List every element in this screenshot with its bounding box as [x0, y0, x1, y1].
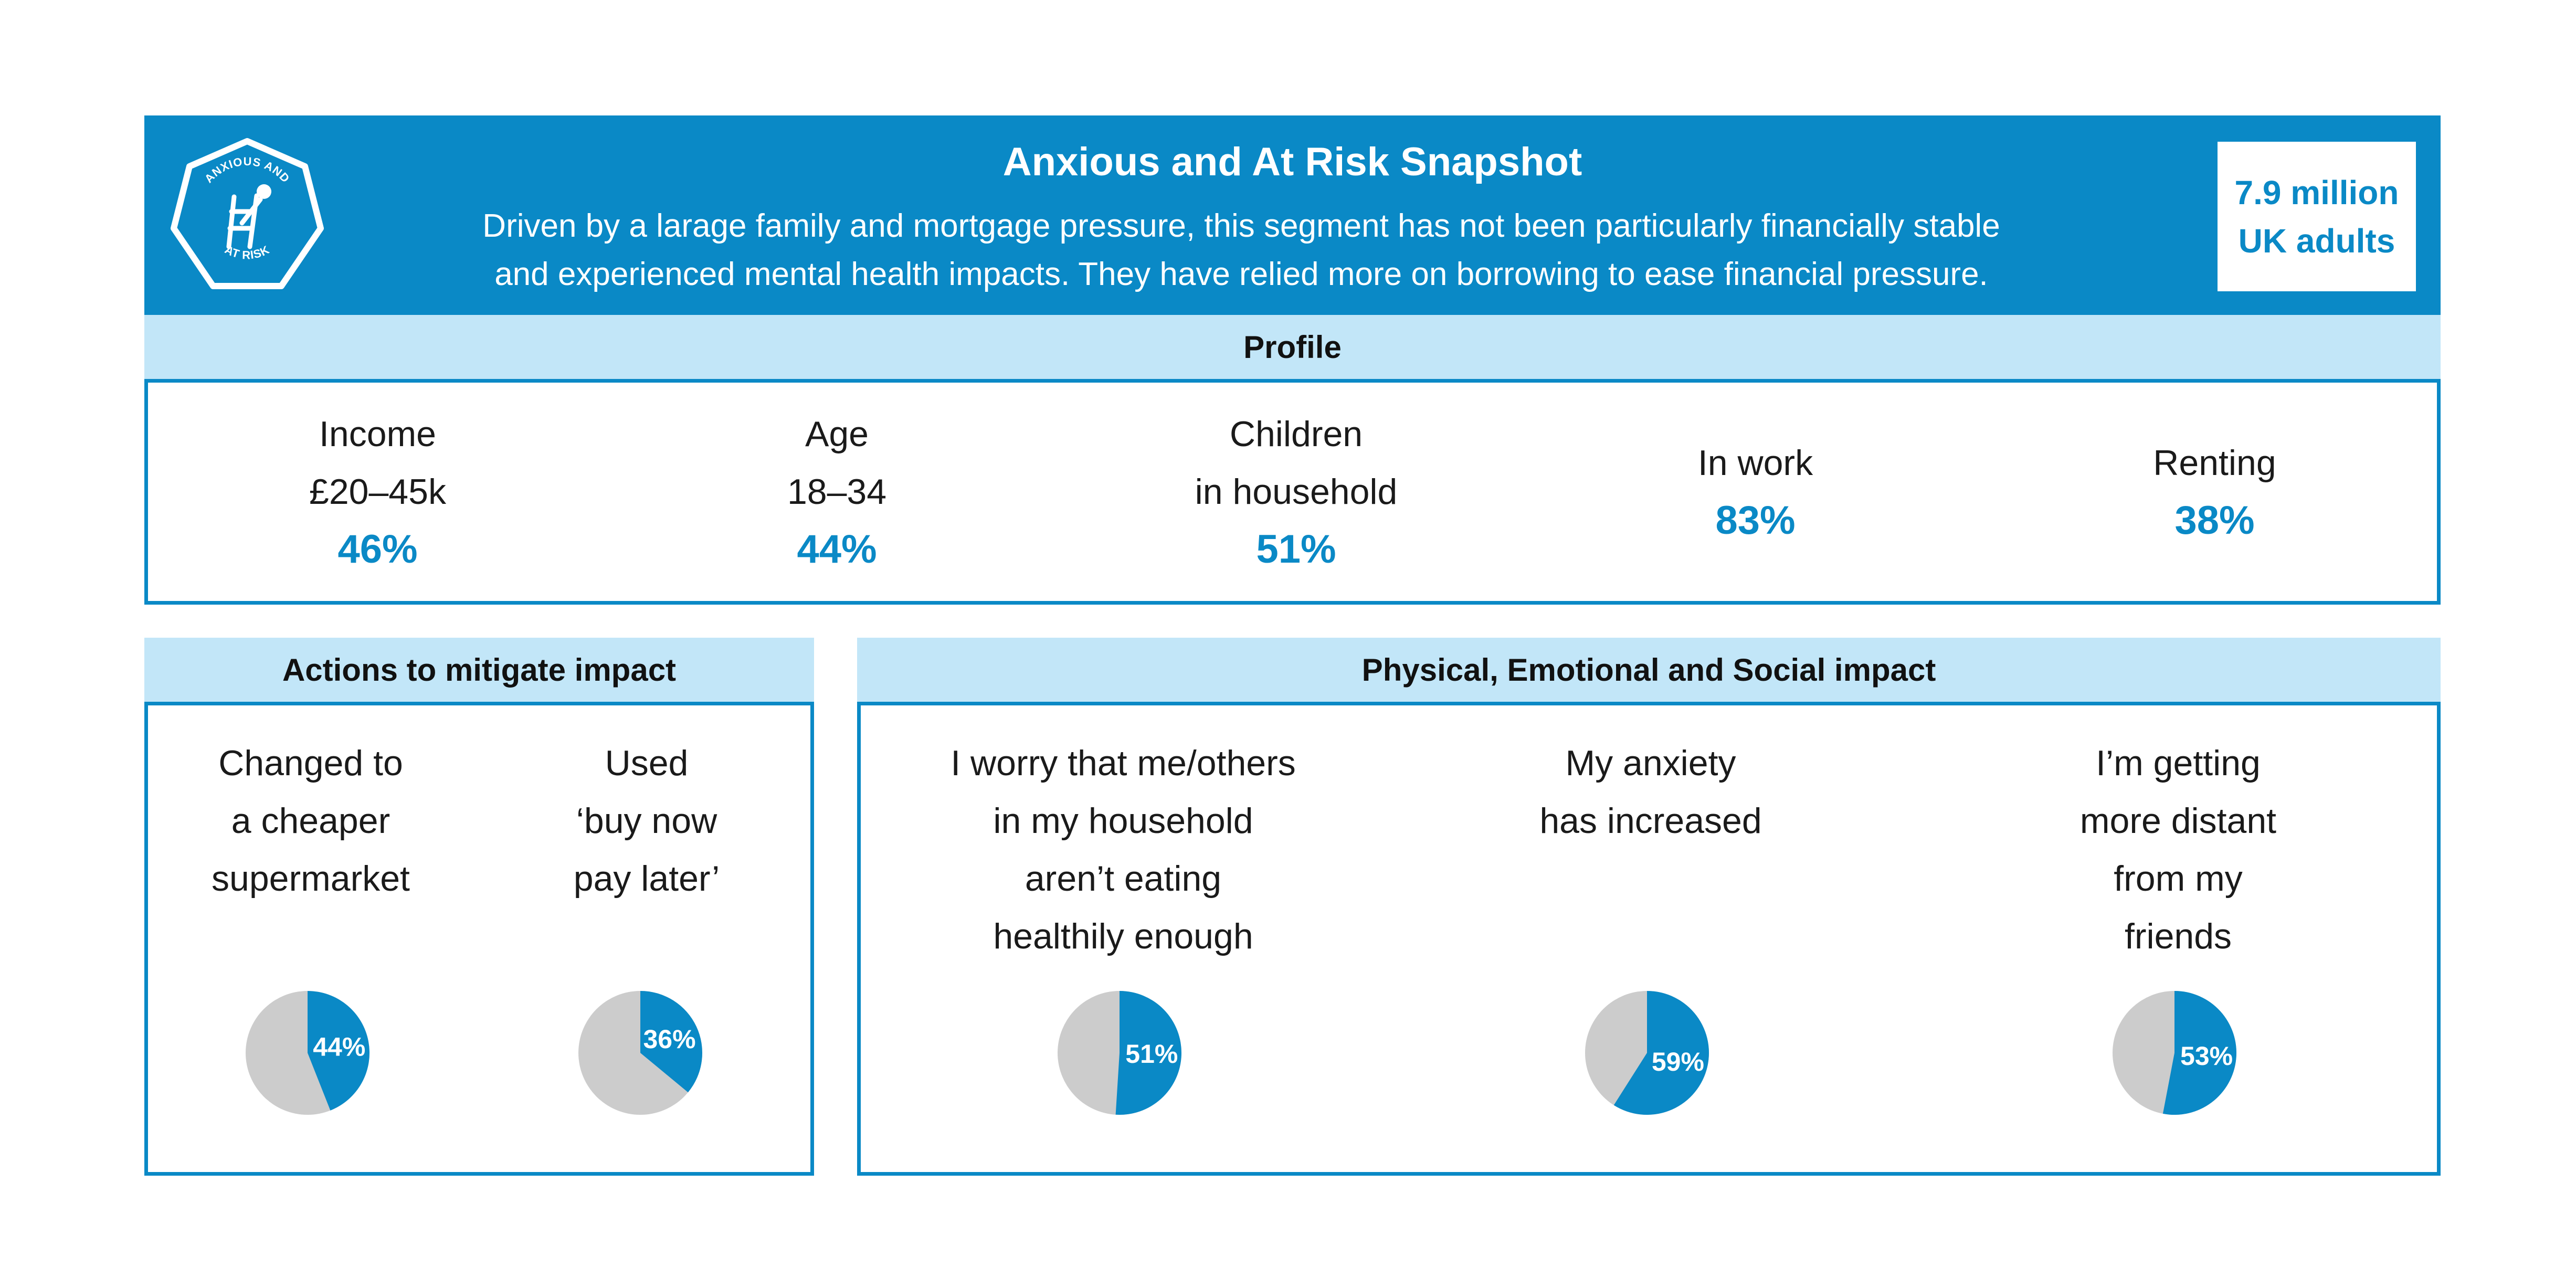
profile-stat-income: Income £20–45k 46%: [148, 383, 607, 601]
profile-heading: Profile: [144, 315, 2441, 379]
pie-chart-eating-healthily: 51%: [1058, 991, 1182, 1115]
population-unit: UK adults: [2238, 221, 2395, 260]
actions-heading: Actions to mitigate impact: [144, 638, 814, 702]
subtitle-line: Driven by a larage family and mortgage p…: [482, 208, 2000, 244]
pie-value-slice: [1115, 991, 1182, 1115]
impact-panel: I worry that me/others in my household a…: [857, 702, 2441, 1176]
stat-value: 46%: [337, 527, 418, 572]
impact-item-label: I’m getting more distant from my friends: [1937, 734, 2420, 965]
stat-sublabel: £20–45k: [309, 472, 446, 512]
stat-value: 44%: [797, 527, 877, 572]
header-banner: ANXIOUS AND AT RISK Anxious and At Risk …: [144, 115, 2441, 315]
stat-value: 38%: [2174, 498, 2255, 543]
stat-label: Age: [805, 414, 869, 454]
action-text-line: Used: [605, 743, 689, 783]
impact-item-label: I worry that me/others in my household a…: [882, 734, 1365, 965]
stat-sublabel: 18–34: [787, 472, 887, 512]
pie-value-slice: [308, 991, 369, 1111]
stat-value: 51%: [1256, 527, 1336, 572]
pie-data-label: 59%: [1652, 1047, 1704, 1076]
impact-text-line: healthily enough: [993, 916, 1253, 956]
impact-text-line: more distant: [2079, 801, 2277, 841]
action-text-line: a cheaper: [231, 801, 390, 841]
ladder-figure-icon: [226, 184, 271, 249]
impact-text-line: I’m getting: [2096, 743, 2261, 783]
profile-stat-renting: Renting 38%: [1985, 383, 2444, 601]
stat-label: Children: [1229, 414, 1363, 454]
impact-text-line: aren’t eating: [1025, 859, 1222, 899]
page-title: Anxious and At Risk Snapshot: [1002, 140, 1582, 184]
impact-text-line: friends: [2124, 916, 2232, 956]
impact-text-line: has increased: [1539, 801, 1762, 841]
stat-sublabel: in household: [1195, 472, 1398, 512]
population-box: 7.9 million UK adults: [2218, 142, 2416, 291]
action-text-line: pay later’: [573, 859, 720, 899]
profile-stat-age: Age 18–34 44%: [607, 383, 1067, 601]
pie-data-label: 36%: [643, 1025, 695, 1054]
stat-label: In work: [1697, 443, 1813, 483]
action-text-line: ‘buy now: [576, 801, 717, 841]
pie-chart-anxiety-increased: 59%: [1585, 991, 1709, 1115]
pie-data-label: 44%: [313, 1032, 365, 1062]
segment-badge: ANXIOUS AND AT RISK: [163, 134, 331, 302]
action-item-label: Changed to a cheaper supermarket: [169, 734, 452, 907]
pie-value-slice: [640, 991, 702, 1093]
profile-panel: Income £20–45k 46% Age 18–34 44% Childre…: [144, 379, 2441, 605]
subtitle-line: and experienced mental health impacts. T…: [494, 256, 1988, 292]
impact-text-line: from my: [2114, 859, 2243, 899]
segment-badge-icon: ANXIOUS AND AT RISK: [171, 138, 324, 289]
profile-stat-in-work: In work 83%: [1526, 383, 1985, 601]
stat-label: Income: [319, 414, 436, 454]
actions-panel: Changed to a cheaper supermarket Used ‘b…: [144, 702, 814, 1176]
pie-data-label: 51%: [1125, 1039, 1178, 1069]
stat-value: 83%: [1715, 498, 1796, 543]
pie-value-slice: [2162, 991, 2236, 1115]
pie-value-slice: [1613, 991, 1709, 1115]
pie-data-label: 53%: [2180, 1041, 2233, 1071]
action-text-line: Changed to: [218, 743, 403, 783]
action-item-label: Used ‘buy now pay later’: [505, 734, 788, 907]
pie-chart-cheaper-supermarket: 44%: [246, 991, 369, 1115]
stat-label: Renting: [2153, 443, 2276, 483]
impact-heading: Physical, Emotional and Social impact: [857, 638, 2441, 702]
impact-text-line: My anxiety: [1565, 743, 1736, 783]
impact-text-line: I worry that me/others: [951, 743, 1296, 783]
population-count: 7.9 million: [2234, 173, 2399, 212]
pie-chart-buy-now-pay-later: 36%: [578, 991, 702, 1115]
impact-text-line: in my household: [993, 801, 1253, 841]
pie-chart-distant-friends: 53%: [2113, 991, 2236, 1115]
impact-item-label: My anxiety has increased: [1409, 734, 1892, 850]
page-subtitle: Driven by a larage family and mortgage p…: [417, 202, 2065, 299]
action-text-line: supermarket: [212, 859, 410, 899]
profile-stat-children: Children in household 51%: [1067, 383, 1526, 601]
